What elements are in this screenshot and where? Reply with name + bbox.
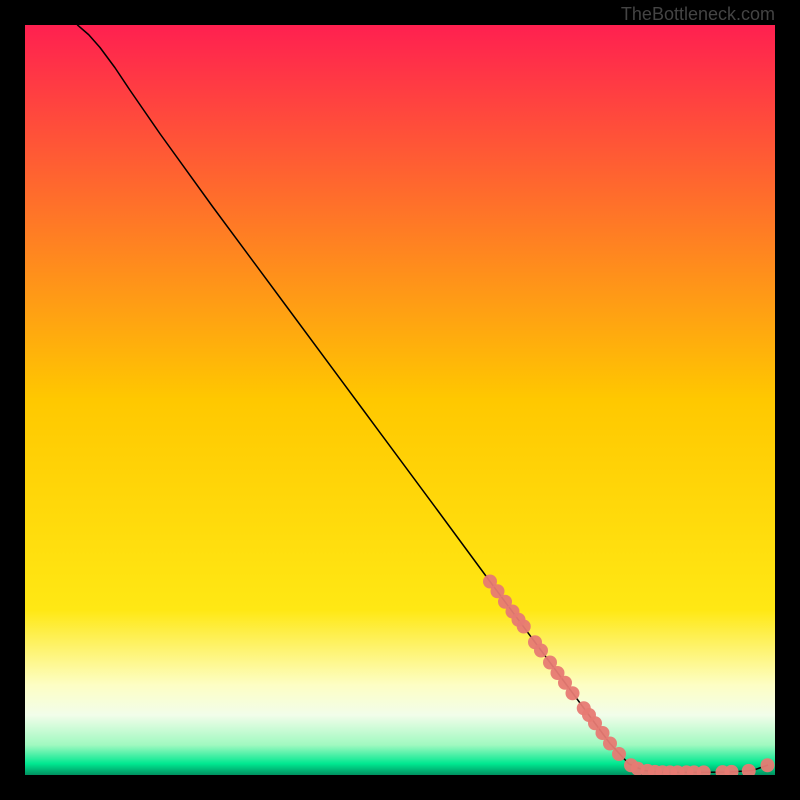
gradient-background <box>25 25 775 775</box>
marker-point <box>534 644 548 658</box>
marker-point <box>612 747 626 761</box>
marker-point <box>761 758 775 772</box>
attribution-text: TheBottleneck.com <box>621 4 775 25</box>
chart-canvas <box>25 25 775 775</box>
marker-point <box>517 620 531 634</box>
marker-point <box>566 686 580 700</box>
